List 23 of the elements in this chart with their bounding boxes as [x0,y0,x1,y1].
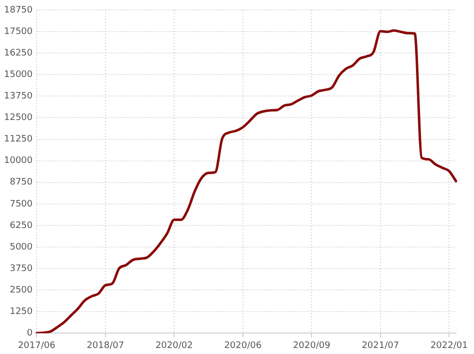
y-tick-label: 12500 [4,113,33,124]
x-tick-label: 2021/07 [362,340,400,351]
x-tick-label: 2020/06 [224,340,262,351]
y-tick-label: 10000 [4,156,33,166]
y-tick-label: 18750 [4,5,33,16]
y-tick-label: 3750 [10,264,33,274]
y-tick-label: 17500 [4,26,33,37]
y-tick-label: 8750 [10,178,33,188]
y-tick-label: 11250 [4,134,33,145]
y-tick-label: 5000 [10,242,33,252]
x-tick-label: 2018/07 [86,340,124,351]
x-tick-label: 2022/01 [430,340,468,351]
y-tick-label: 7500 [10,199,33,210]
x-tick-label: 2020/02 [155,340,193,351]
y-tick-label: 6250 [10,220,33,231]
y-tick-label: 0 [26,328,33,339]
y-tick-label: 13750 [4,92,33,102]
x-tick-label: 2020/09 [292,340,331,351]
y-tick-label: 16250 [4,48,33,58]
x-tick-label: 2017/06 [18,340,56,351]
y-tick-label: 1250 [10,306,33,317]
y-tick-label: 2500 [10,285,33,296]
y-tick-label: 15000 [4,70,33,80]
